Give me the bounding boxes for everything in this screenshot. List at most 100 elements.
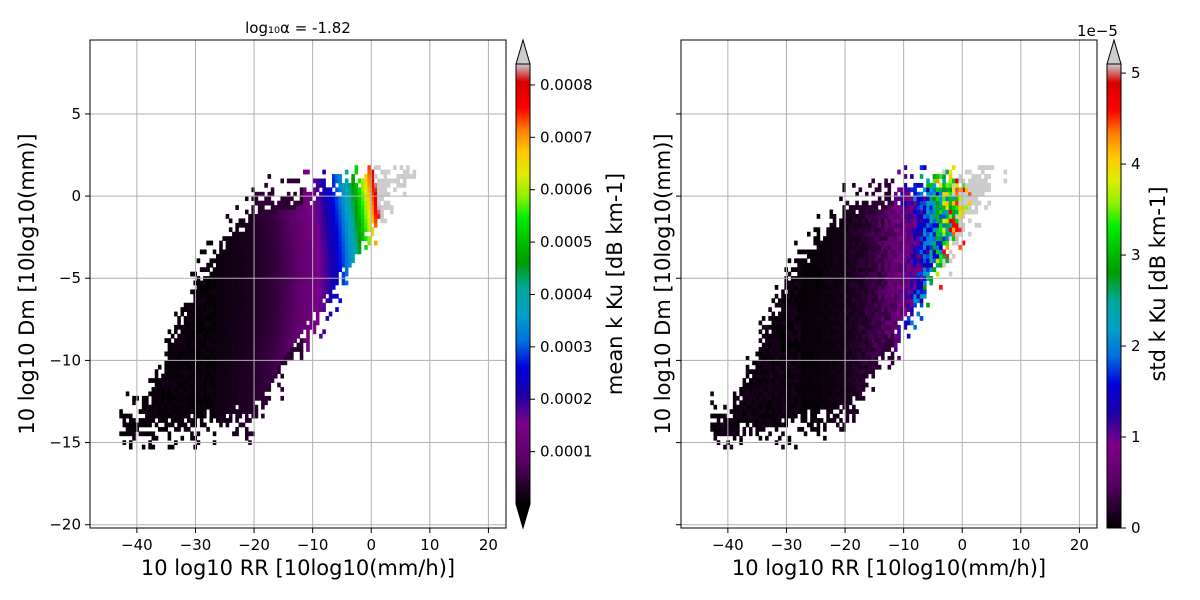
heatmap-cell <box>906 205 911 210</box>
heatmap-cell <box>199 280 204 286</box>
heatmap-cell <box>961 187 966 193</box>
heatmap-cell <box>154 435 159 441</box>
heatmap-cell <box>315 187 320 193</box>
heatmap-cell <box>881 347 885 352</box>
heatmap-cell <box>315 316 320 321</box>
heatmap-cell <box>312 262 317 268</box>
heatmap-cell <box>299 302 304 308</box>
heatmap-cell <box>219 382 223 388</box>
heatmap-cell <box>267 298 272 304</box>
heatmap-cell <box>283 329 288 335</box>
heatmap-cell <box>855 298 859 304</box>
heatmap-cell <box>219 280 223 286</box>
heatmap-cell <box>781 444 785 450</box>
heatmap-cell <box>948 182 953 188</box>
heatmap-cell <box>370 218 375 224</box>
heatmap-cell <box>328 280 333 286</box>
heatmap-cell <box>257 355 262 361</box>
heatmap-cell <box>235 426 239 432</box>
heatmap-cell <box>203 289 207 295</box>
heatmap-cell <box>341 231 346 237</box>
heatmap-cell <box>364 218 368 224</box>
heatmap-cell <box>787 293 792 299</box>
heatmap-cell <box>264 316 268 321</box>
heatmap-cell <box>903 222 908 228</box>
heatmap-cell <box>864 289 869 295</box>
heatmap-cell <box>832 298 837 304</box>
heatmap-cell <box>322 218 326 224</box>
heatmap-cell <box>955 191 959 197</box>
heatmap-cell <box>913 293 917 299</box>
heatmap-cell <box>164 413 168 419</box>
heatmap-cell <box>932 240 937 246</box>
heatmap-cell <box>286 351 291 357</box>
heatmap-cell <box>232 382 236 388</box>
heatmap-cell <box>277 324 281 330</box>
heatmap-cell <box>900 311 904 317</box>
heatmap-cell <box>755 369 759 375</box>
heatmap-cell <box>125 431 130 437</box>
heatmap-cell <box>312 280 317 286</box>
heatmap-cell <box>819 298 824 304</box>
heatmap-cell <box>823 236 827 241</box>
heatmap-cell <box>761 342 766 348</box>
heatmap-cell <box>839 289 843 295</box>
heatmap-cell <box>755 400 759 406</box>
heatmap-cell <box>823 382 827 388</box>
heatmap-cell <box>351 258 355 264</box>
heatmap-cell <box>370 182 375 188</box>
heatmap-cell <box>745 404 750 410</box>
heatmap-cell <box>257 236 262 241</box>
heatmap-cell <box>196 284 201 290</box>
mean-k-grid <box>90 40 506 528</box>
heatmap-cell <box>235 355 239 361</box>
heatmap-cell <box>254 369 259 375</box>
heatmap-cell <box>832 391 837 397</box>
heatmap-cell <box>826 262 830 268</box>
heatmap-cell <box>813 298 817 304</box>
heatmap-cell <box>739 409 743 414</box>
heatmap-cell <box>732 409 737 414</box>
heatmap-cell <box>777 409 782 414</box>
heatmap-cell <box>312 227 317 233</box>
heatmap-cell <box>761 382 766 388</box>
heatmap-cell <box>322 249 326 255</box>
heatmap-cell <box>251 227 255 233</box>
heatmap-cell <box>919 227 924 233</box>
heatmap-cell <box>357 227 362 233</box>
heatmap-cell <box>897 187 901 193</box>
heatmap-cell <box>884 222 888 228</box>
heatmap-cell <box>858 364 863 370</box>
heatmap-cell <box>306 302 310 308</box>
heatmap-cell <box>858 236 863 241</box>
heatmap-cell <box>235 351 239 357</box>
heatmap-cell <box>277 245 281 250</box>
heatmap-cell <box>212 413 217 419</box>
heatmap-cell <box>302 200 307 206</box>
heatmap-cell <box>183 395 188 401</box>
heatmap-cell <box>916 267 921 273</box>
heatmap-cell <box>852 311 856 317</box>
heatmap-cell <box>813 338 817 344</box>
heatmap-cell <box>290 293 294 299</box>
heatmap-cell <box>254 284 259 290</box>
heatmap-cell <box>283 245 288 250</box>
heatmap-cell <box>312 249 317 255</box>
heatmap-cell <box>377 205 381 210</box>
heatmap-cell <box>761 387 766 392</box>
heatmap-cell <box>203 355 207 361</box>
heatmap-cell <box>919 262 924 268</box>
heatmap-cell <box>829 418 834 423</box>
heatmap-cell <box>832 289 837 295</box>
heatmap-cell <box>225 253 230 259</box>
heatmap-cell <box>293 280 297 286</box>
heatmap-cell <box>935 271 940 277</box>
heatmap-cell <box>306 200 310 206</box>
heatmap-cell <box>942 222 946 228</box>
heatmap-cell <box>916 253 921 259</box>
heatmap-cell <box>868 355 872 361</box>
heatmap-cell <box>161 378 165 383</box>
heatmap-cell <box>745 387 750 392</box>
std-k-y-ticks <box>676 113 681 526</box>
heatmap-cell <box>241 378 246 383</box>
